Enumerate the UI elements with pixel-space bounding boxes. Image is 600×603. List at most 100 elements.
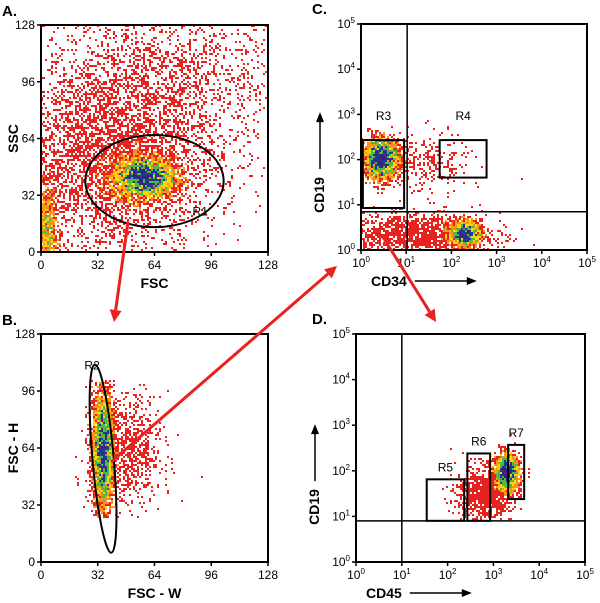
density-cell — [121, 143, 123, 145]
density-cell — [125, 416, 127, 418]
density-cell — [87, 77, 89, 79]
density-cell — [123, 119, 125, 121]
density-cell — [171, 201, 173, 203]
density-cell — [129, 141, 131, 143]
density-cell — [109, 109, 111, 111]
density-cell — [79, 105, 81, 107]
density-cell — [141, 175, 143, 177]
density-cell — [111, 107, 113, 109]
density-cell — [119, 187, 121, 189]
density-cell — [151, 171, 153, 173]
density-cell — [151, 432, 153, 434]
density-cell — [159, 159, 161, 161]
density-cell — [97, 89, 99, 91]
density-cell — [115, 420, 117, 422]
density-cell — [193, 175, 195, 177]
density-cell — [163, 187, 165, 189]
density-cell — [165, 175, 167, 177]
density-cell — [171, 169, 173, 171]
density-cell — [237, 103, 239, 105]
density-cell — [169, 103, 171, 105]
density-cell — [107, 193, 109, 195]
density-cell — [161, 155, 163, 157]
density-cell — [175, 191, 177, 193]
density-cell — [135, 396, 137, 398]
density-cell — [93, 440, 95, 442]
density-cell — [87, 159, 89, 161]
density-cell — [121, 155, 123, 157]
density-cell — [169, 157, 171, 159]
density-cell — [67, 127, 69, 129]
density-cell — [63, 243, 65, 245]
density-cell — [127, 147, 129, 149]
density-cell — [175, 195, 177, 197]
density-cell — [209, 151, 211, 153]
density-cell — [123, 199, 125, 201]
density-cell — [73, 85, 75, 87]
density-cell — [155, 171, 157, 173]
density-cell — [243, 85, 245, 87]
density-cell — [109, 199, 111, 201]
density-cell — [179, 201, 181, 203]
density-cell — [129, 167, 131, 169]
density-cell — [205, 57, 207, 59]
density-cell — [239, 99, 241, 101]
density-cell — [141, 149, 143, 151]
density-cell — [163, 95, 165, 97]
density-cell — [181, 65, 183, 67]
density-cell — [103, 183, 105, 185]
density-cell — [127, 153, 129, 155]
density-cell — [95, 428, 97, 430]
density-cell — [205, 195, 207, 197]
density-cell — [171, 223, 173, 225]
density-cell — [105, 107, 107, 109]
density-cell — [241, 53, 243, 55]
density-cell — [125, 213, 127, 215]
density-cell — [97, 195, 99, 197]
density-cell — [97, 133, 99, 135]
density-cell — [157, 145, 159, 147]
density-cell — [43, 201, 45, 203]
density-cell — [87, 29, 89, 31]
density-cell — [121, 436, 123, 438]
density-cell — [183, 87, 185, 89]
density-cell — [87, 155, 89, 157]
density-cell — [125, 71, 127, 73]
density-cell — [107, 127, 109, 129]
density-cell — [177, 199, 179, 201]
density-cell — [221, 67, 223, 69]
density-cell — [123, 167, 125, 169]
density-cell — [95, 105, 97, 107]
density-cell — [97, 211, 99, 213]
density-cell — [243, 99, 245, 101]
density-cell — [241, 121, 243, 123]
density-cell — [247, 129, 249, 131]
density-cell — [85, 416, 87, 418]
density-cell — [153, 145, 155, 147]
density-cell — [83, 87, 85, 89]
density-cell — [103, 93, 105, 95]
density-cell — [69, 171, 71, 173]
density-cell — [75, 109, 77, 111]
density-cell — [145, 171, 147, 173]
density-cell — [59, 119, 61, 121]
density-cell — [97, 137, 99, 139]
density-cell — [147, 189, 149, 191]
density-cell — [155, 179, 157, 181]
density-cell — [107, 55, 109, 57]
density-cell — [75, 191, 77, 193]
density-cell — [123, 183, 125, 185]
density-cell — [163, 177, 165, 179]
density-cell — [135, 143, 137, 145]
density-cell — [123, 223, 125, 225]
density-cell — [161, 143, 163, 145]
density-cell — [159, 201, 161, 203]
density-cell — [139, 51, 141, 53]
density-cell — [143, 223, 145, 225]
density-cell — [159, 173, 161, 175]
density-cell — [149, 424, 151, 426]
density-cell — [97, 402, 99, 404]
density-cell — [223, 139, 225, 141]
density-cell — [51, 243, 53, 245]
density-cell — [91, 51, 93, 53]
